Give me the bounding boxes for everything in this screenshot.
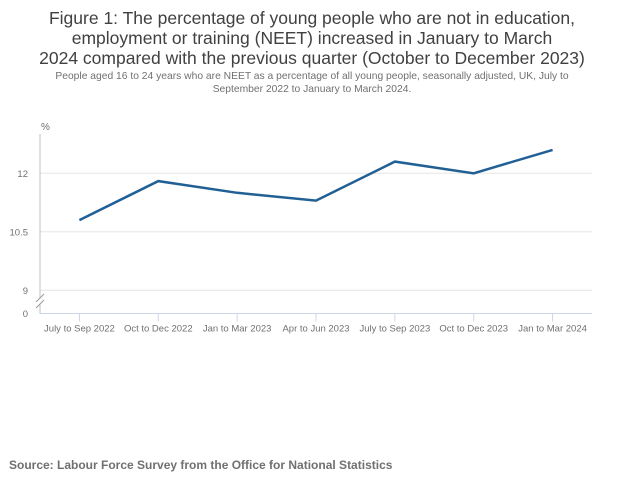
y-tick-label: 12 xyxy=(17,169,28,180)
title-line: Figure 1: The percentage of young people… xyxy=(48,8,576,28)
source-note: Source: Labour Force Survey from the Off… xyxy=(9,458,393,472)
chart-subtitle: People aged 16 to 24 years who are NEET … xyxy=(20,70,604,96)
x-tick-label: Jan to Mar 2023 xyxy=(203,324,272,335)
series-line xyxy=(78,148,553,222)
y-axis: 9 10.5 12 0% xyxy=(10,122,51,320)
y-tick-label: 0 xyxy=(23,309,28,320)
title-line: employment or training (NEET) increased … xyxy=(71,28,553,48)
x-tick-label: Jan to Mar 2024 xyxy=(518,324,587,335)
x-tick-label: Apr to Jun 2023 xyxy=(282,324,349,335)
x-tick-label: July to Sep 2022 xyxy=(44,324,115,335)
x-tick-label: July to Sep 2023 xyxy=(359,324,430,335)
axis-break-mark xyxy=(35,293,45,303)
gridlines xyxy=(40,172,592,291)
y-tick-label: 10.5 xyxy=(10,227,29,238)
x-tick-label: Oct to Dec 2023 xyxy=(439,324,508,335)
x-axis: July to Sep 2022 Oct to Dec 2022 Jan to Ma… xyxy=(40,313,592,335)
x-tick-label: Oct to Dec 2022 xyxy=(124,324,193,335)
chart-title: Figure 1: The percentage of young people… xyxy=(0,8,624,68)
y-axis-label: % xyxy=(41,122,50,133)
y-tick-label: 9 xyxy=(23,286,28,297)
subtitle-line: People aged 16 to 24 years who are NEET … xyxy=(55,71,569,82)
axis-break-mark xyxy=(35,299,45,309)
title-line: 2024 compared with the previous quarter … xyxy=(39,48,585,68)
subtitle-line: September 2022 to January to March 2024. xyxy=(212,84,412,95)
